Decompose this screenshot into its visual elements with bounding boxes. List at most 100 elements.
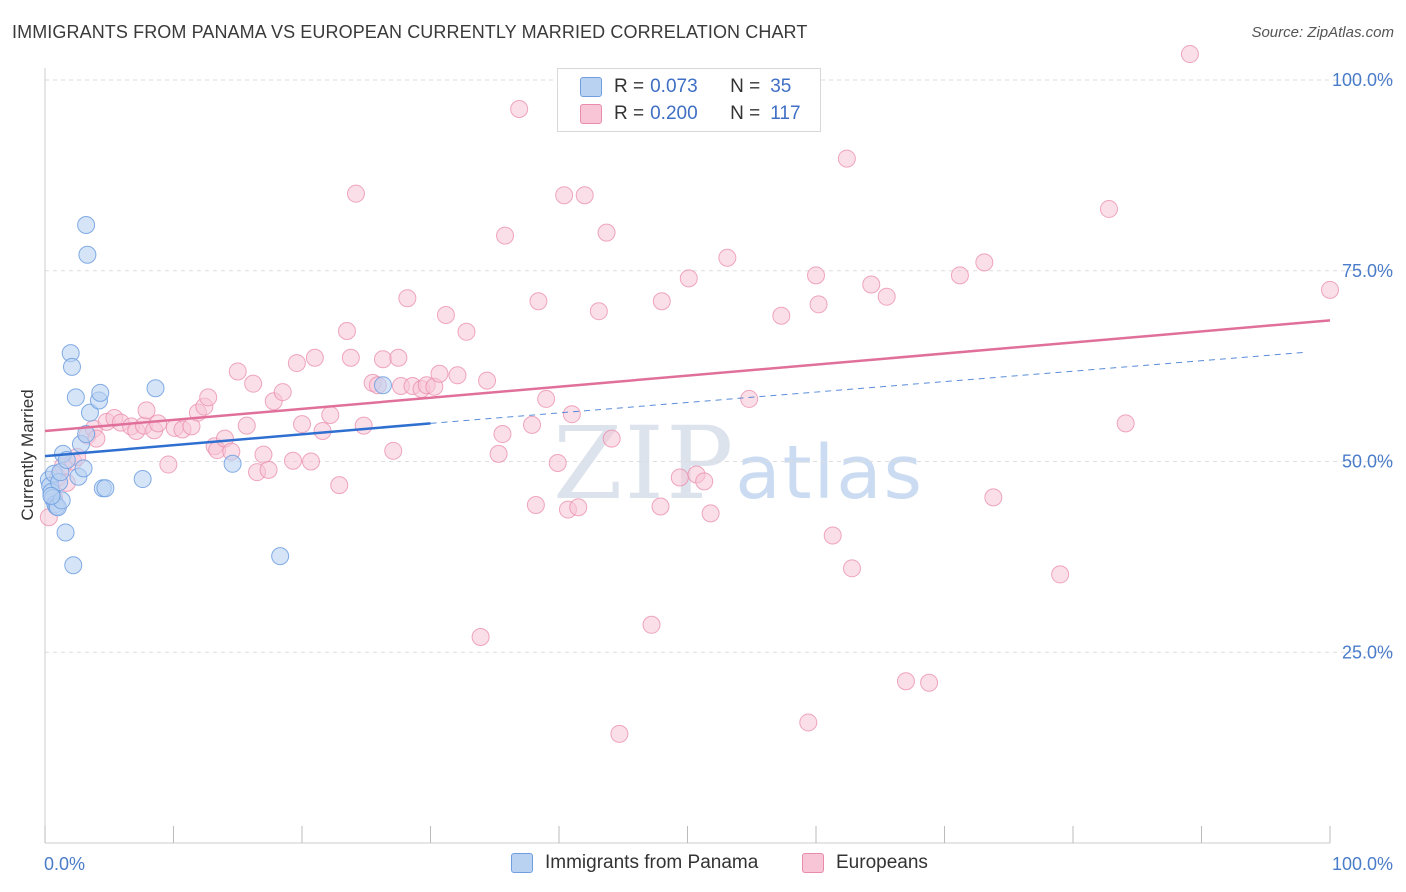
europeans-point xyxy=(1180,45,1199,64)
europeans-point xyxy=(740,389,759,408)
y-axis-label: Currently Married xyxy=(18,389,37,521)
panama-point xyxy=(271,547,290,566)
x-tick-label: 100.0% xyxy=(1332,854,1393,874)
r-label: R = xyxy=(614,103,645,124)
europeans-swatch xyxy=(580,104,602,124)
europeans-point xyxy=(496,226,515,245)
europeans-point xyxy=(548,454,567,473)
europeans-point xyxy=(457,322,476,341)
europeans-point xyxy=(341,348,360,367)
y-tick-label: 25.0% xyxy=(1342,642,1393,662)
panama-point xyxy=(66,388,85,407)
panama-point xyxy=(64,556,83,575)
europeans-point xyxy=(305,348,324,367)
panama-point xyxy=(56,523,75,542)
legend-row-panama: R = 0.073 N = 35 xyxy=(580,75,791,99)
europeans-point xyxy=(529,292,548,311)
grid-lines xyxy=(45,79,1395,653)
europeans-point xyxy=(701,504,720,523)
europeans-point xyxy=(837,149,856,168)
europeans-point xyxy=(384,441,403,460)
europeans-point xyxy=(228,362,247,381)
europeans-point xyxy=(1099,199,1118,218)
europeans-point xyxy=(772,306,791,325)
europeans-point xyxy=(1116,414,1135,433)
r-label: R = xyxy=(614,76,645,97)
europeans-point xyxy=(471,627,490,646)
europeans-point xyxy=(809,295,828,314)
europeans-point xyxy=(877,287,896,306)
panama-point xyxy=(146,379,165,398)
europeans-point xyxy=(537,389,556,408)
europeans-point xyxy=(1321,280,1339,299)
legend-item-europeans[interactable]: Europeans xyxy=(802,852,928,874)
europeans-point xyxy=(975,253,994,272)
panama-n-value: 35 xyxy=(770,76,792,97)
panama-legend-swatch xyxy=(511,853,533,873)
source-label: Source: ZipAtlas.com xyxy=(1251,24,1394,41)
panama-r-value: 0.073 xyxy=(650,76,698,97)
europeans-r-value: 0.200 xyxy=(650,103,698,124)
europeans-point xyxy=(284,451,303,470)
panama-legend-label: Immigrants from Panama xyxy=(545,852,759,873)
europeans-point xyxy=(199,388,218,407)
legend-item-panama[interactable]: Immigrants from Panama xyxy=(511,852,758,874)
legend-row-europeans: R = 0.200 N = 117 xyxy=(580,102,801,126)
tick-labels: 25.0% 50.0% 75.0% 100.0% 0.0% 100.0% xyxy=(44,70,1393,874)
europeans-point xyxy=(354,416,373,435)
europeans-point xyxy=(436,306,455,325)
europeans-point xyxy=(448,366,467,385)
panama-point xyxy=(77,425,96,444)
europeans-point xyxy=(695,472,714,491)
europeans-legend-label: Europeans xyxy=(836,852,928,873)
europeans-n-value: 117 xyxy=(770,103,801,124)
europeans-point xyxy=(526,495,545,514)
panama-point xyxy=(133,470,152,489)
europeans-point xyxy=(346,184,365,203)
y-tick-label: 50.0% xyxy=(1342,452,1393,472)
europeans-point xyxy=(920,673,939,692)
europeans-point xyxy=(244,374,263,393)
panama-point xyxy=(80,403,99,422)
europeans-point xyxy=(575,186,594,205)
europeans-point xyxy=(389,348,408,367)
panama-trend-line xyxy=(44,422,431,458)
europeans-point xyxy=(137,401,156,420)
panama-point xyxy=(42,486,61,505)
n-label: N = xyxy=(730,103,761,124)
europeans-point xyxy=(642,615,661,634)
europeans-point xyxy=(718,248,737,267)
europeans-point xyxy=(254,445,273,464)
panama-point xyxy=(373,376,392,395)
europeans-point xyxy=(478,371,497,390)
y-tick-label: 75.0% xyxy=(1342,261,1393,281)
europeans-point xyxy=(398,289,417,308)
n-label: N = xyxy=(730,76,761,97)
panama-points xyxy=(39,215,392,575)
europeans-point xyxy=(510,99,529,118)
panama-point xyxy=(223,454,242,473)
y-tick-label: 100.0% xyxy=(1332,70,1393,90)
panama-trend-extension xyxy=(430,351,1305,424)
europeans-point xyxy=(337,322,356,341)
europeans-point xyxy=(562,405,581,424)
europeans-point xyxy=(670,468,689,487)
europeans-point xyxy=(896,672,915,691)
europeans-legend-swatch xyxy=(802,853,824,873)
europeans-point xyxy=(950,266,969,285)
europeans-point xyxy=(799,713,818,732)
europeans-point xyxy=(1051,565,1070,584)
watermark-atlas: atlas xyxy=(735,430,925,516)
europeans-point xyxy=(862,275,881,294)
europeans-point xyxy=(287,354,306,373)
panama-point xyxy=(91,383,110,402)
europeans-point xyxy=(823,526,842,545)
europeans-point xyxy=(652,292,671,311)
europeans-point xyxy=(330,476,349,495)
panama-point xyxy=(74,459,93,478)
europeans-point xyxy=(489,444,508,463)
x-tick-label: 0.0% xyxy=(44,854,85,874)
trend-lines xyxy=(44,319,1331,458)
europeans-point xyxy=(679,269,698,288)
